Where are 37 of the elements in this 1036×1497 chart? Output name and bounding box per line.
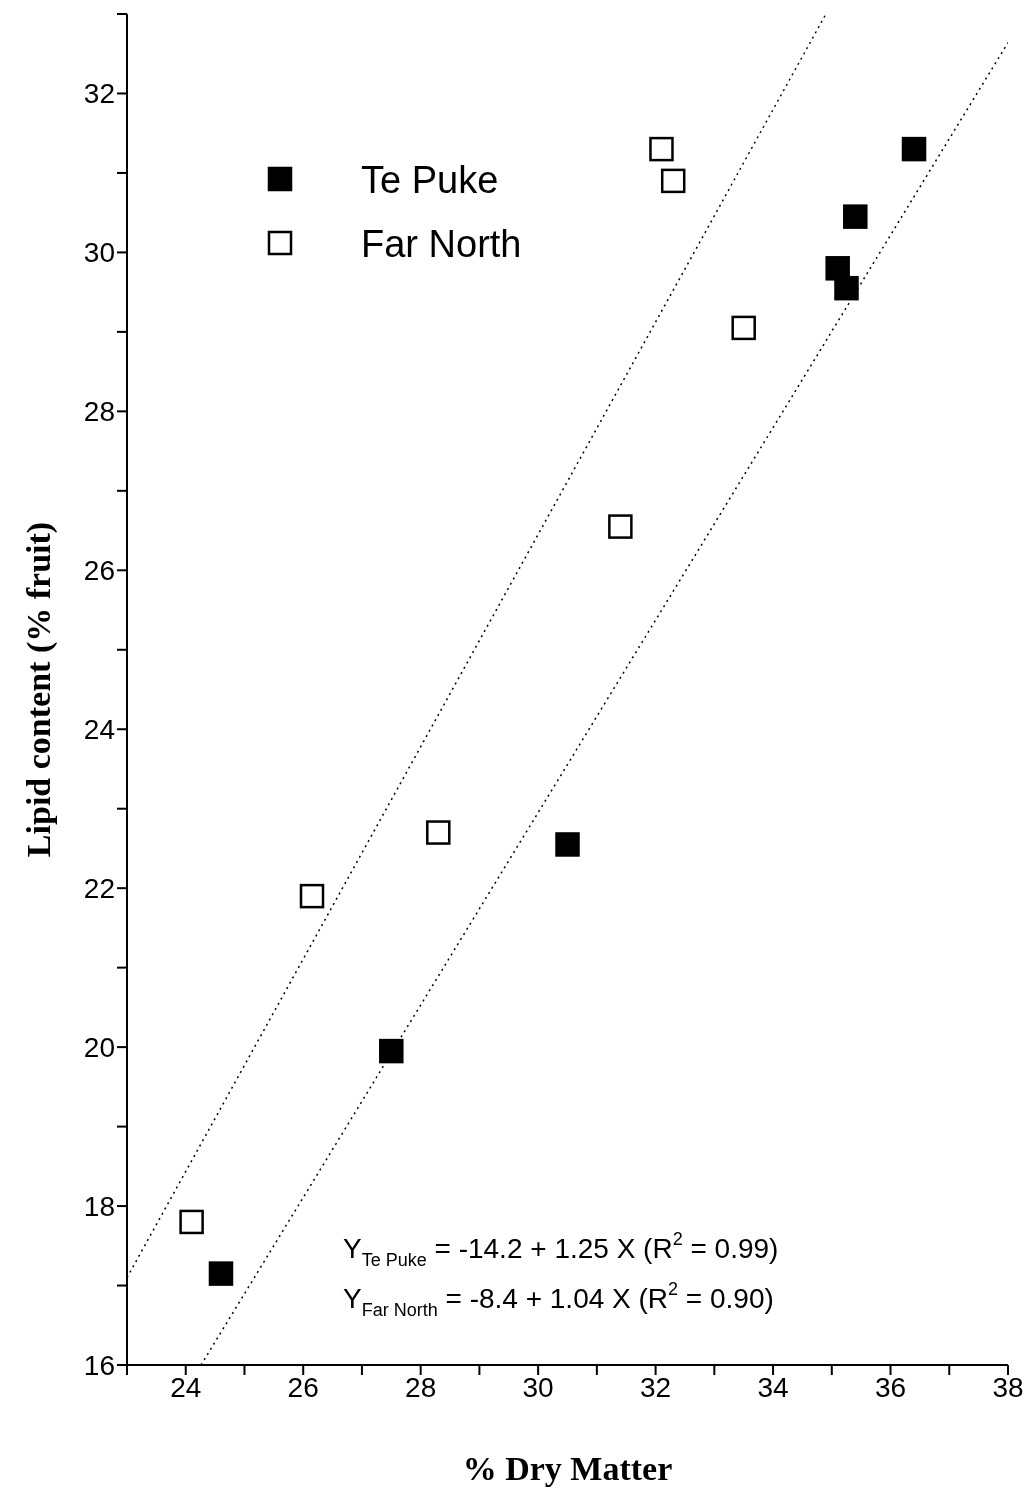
y-axis-title: Lipid content (% fruit) (20, 521, 59, 858)
point (901, 136, 927, 162)
point (379, 1038, 404, 1064)
x-tick-label: 26 (287, 1371, 319, 1403)
x-axis-title: % Dry Matter (462, 1450, 673, 1487)
point (608, 514, 633, 539)
point (649, 136, 674, 162)
point (208, 1261, 234, 1286)
y-tick-label: 20 (83, 1032, 115, 1064)
y-tick-label: 16 (83, 1349, 115, 1381)
point (843, 204, 868, 229)
annotation: Y$_{Te Puke}$ = -14.2 + 1.25 X (R$^{2}$ = 0.99) (343, 1229, 779, 1271)
x-tick-label: 28 (405, 1371, 437, 1403)
point (555, 832, 580, 857)
x-tick-label: 36 (874, 1371, 907, 1403)
annotation: Y$_{Far North}$ = -8.4 + 1.04 X (R$^{2}$ = 0.90) (343, 1279, 774, 1321)
point (299, 883, 325, 909)
legend-label: Far North (361, 222, 522, 266)
x-tick-label: 24 (170, 1371, 202, 1403)
x-tick-label: 34 (757, 1371, 789, 1403)
y-tick-label: 28 (83, 396, 115, 428)
point (834, 275, 859, 301)
point (731, 315, 756, 341)
point (825, 256, 850, 281)
point (426, 820, 451, 845)
legend-label: Te Puke (361, 158, 499, 202)
point (179, 1209, 204, 1235)
y-tick-label: 30 (83, 237, 115, 269)
point (660, 168, 686, 194)
y-tick-label: 24 (83, 714, 115, 746)
x-tick-label: 38 (992, 1371, 1024, 1403)
x-tick-label: 30 (522, 1371, 554, 1403)
y-tick-label: 26 (83, 555, 115, 587)
x-tick-label: 32 (640, 1371, 672, 1403)
y-tick-label: 18 (83, 1191, 115, 1222)
y-tick-label: 22 (83, 873, 115, 905)
y-tick-label: 32 (83, 78, 115, 110)
